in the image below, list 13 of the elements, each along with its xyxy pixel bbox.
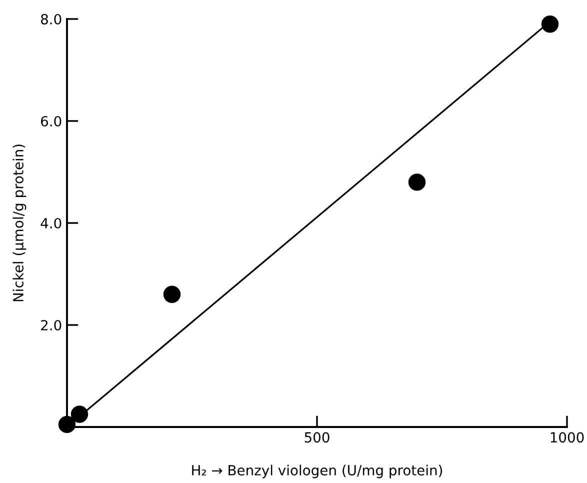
point — [408, 174, 426, 191]
point — [541, 15, 559, 33]
y-tick-label: 6.0 — [41, 116, 62, 126]
point — [70, 406, 88, 423]
x-axis-title: H₂ → Benzyl viologen (U/mg protein) — [192, 464, 442, 478]
x-tick-label: 1000 — [550, 432, 584, 443]
y-tick-label: 8.0 — [40, 14, 62, 24]
x-tick-label: 500 — [304, 432, 330, 443]
y-tick-label: 4.0 — [40, 218, 62, 228]
point — [163, 286, 181, 304]
y-axis-title: Nickel (μmol/g protein) — [12, 144, 26, 302]
y-tick-label: 2.0 — [41, 320, 62, 330]
point — [58, 416, 76, 434]
